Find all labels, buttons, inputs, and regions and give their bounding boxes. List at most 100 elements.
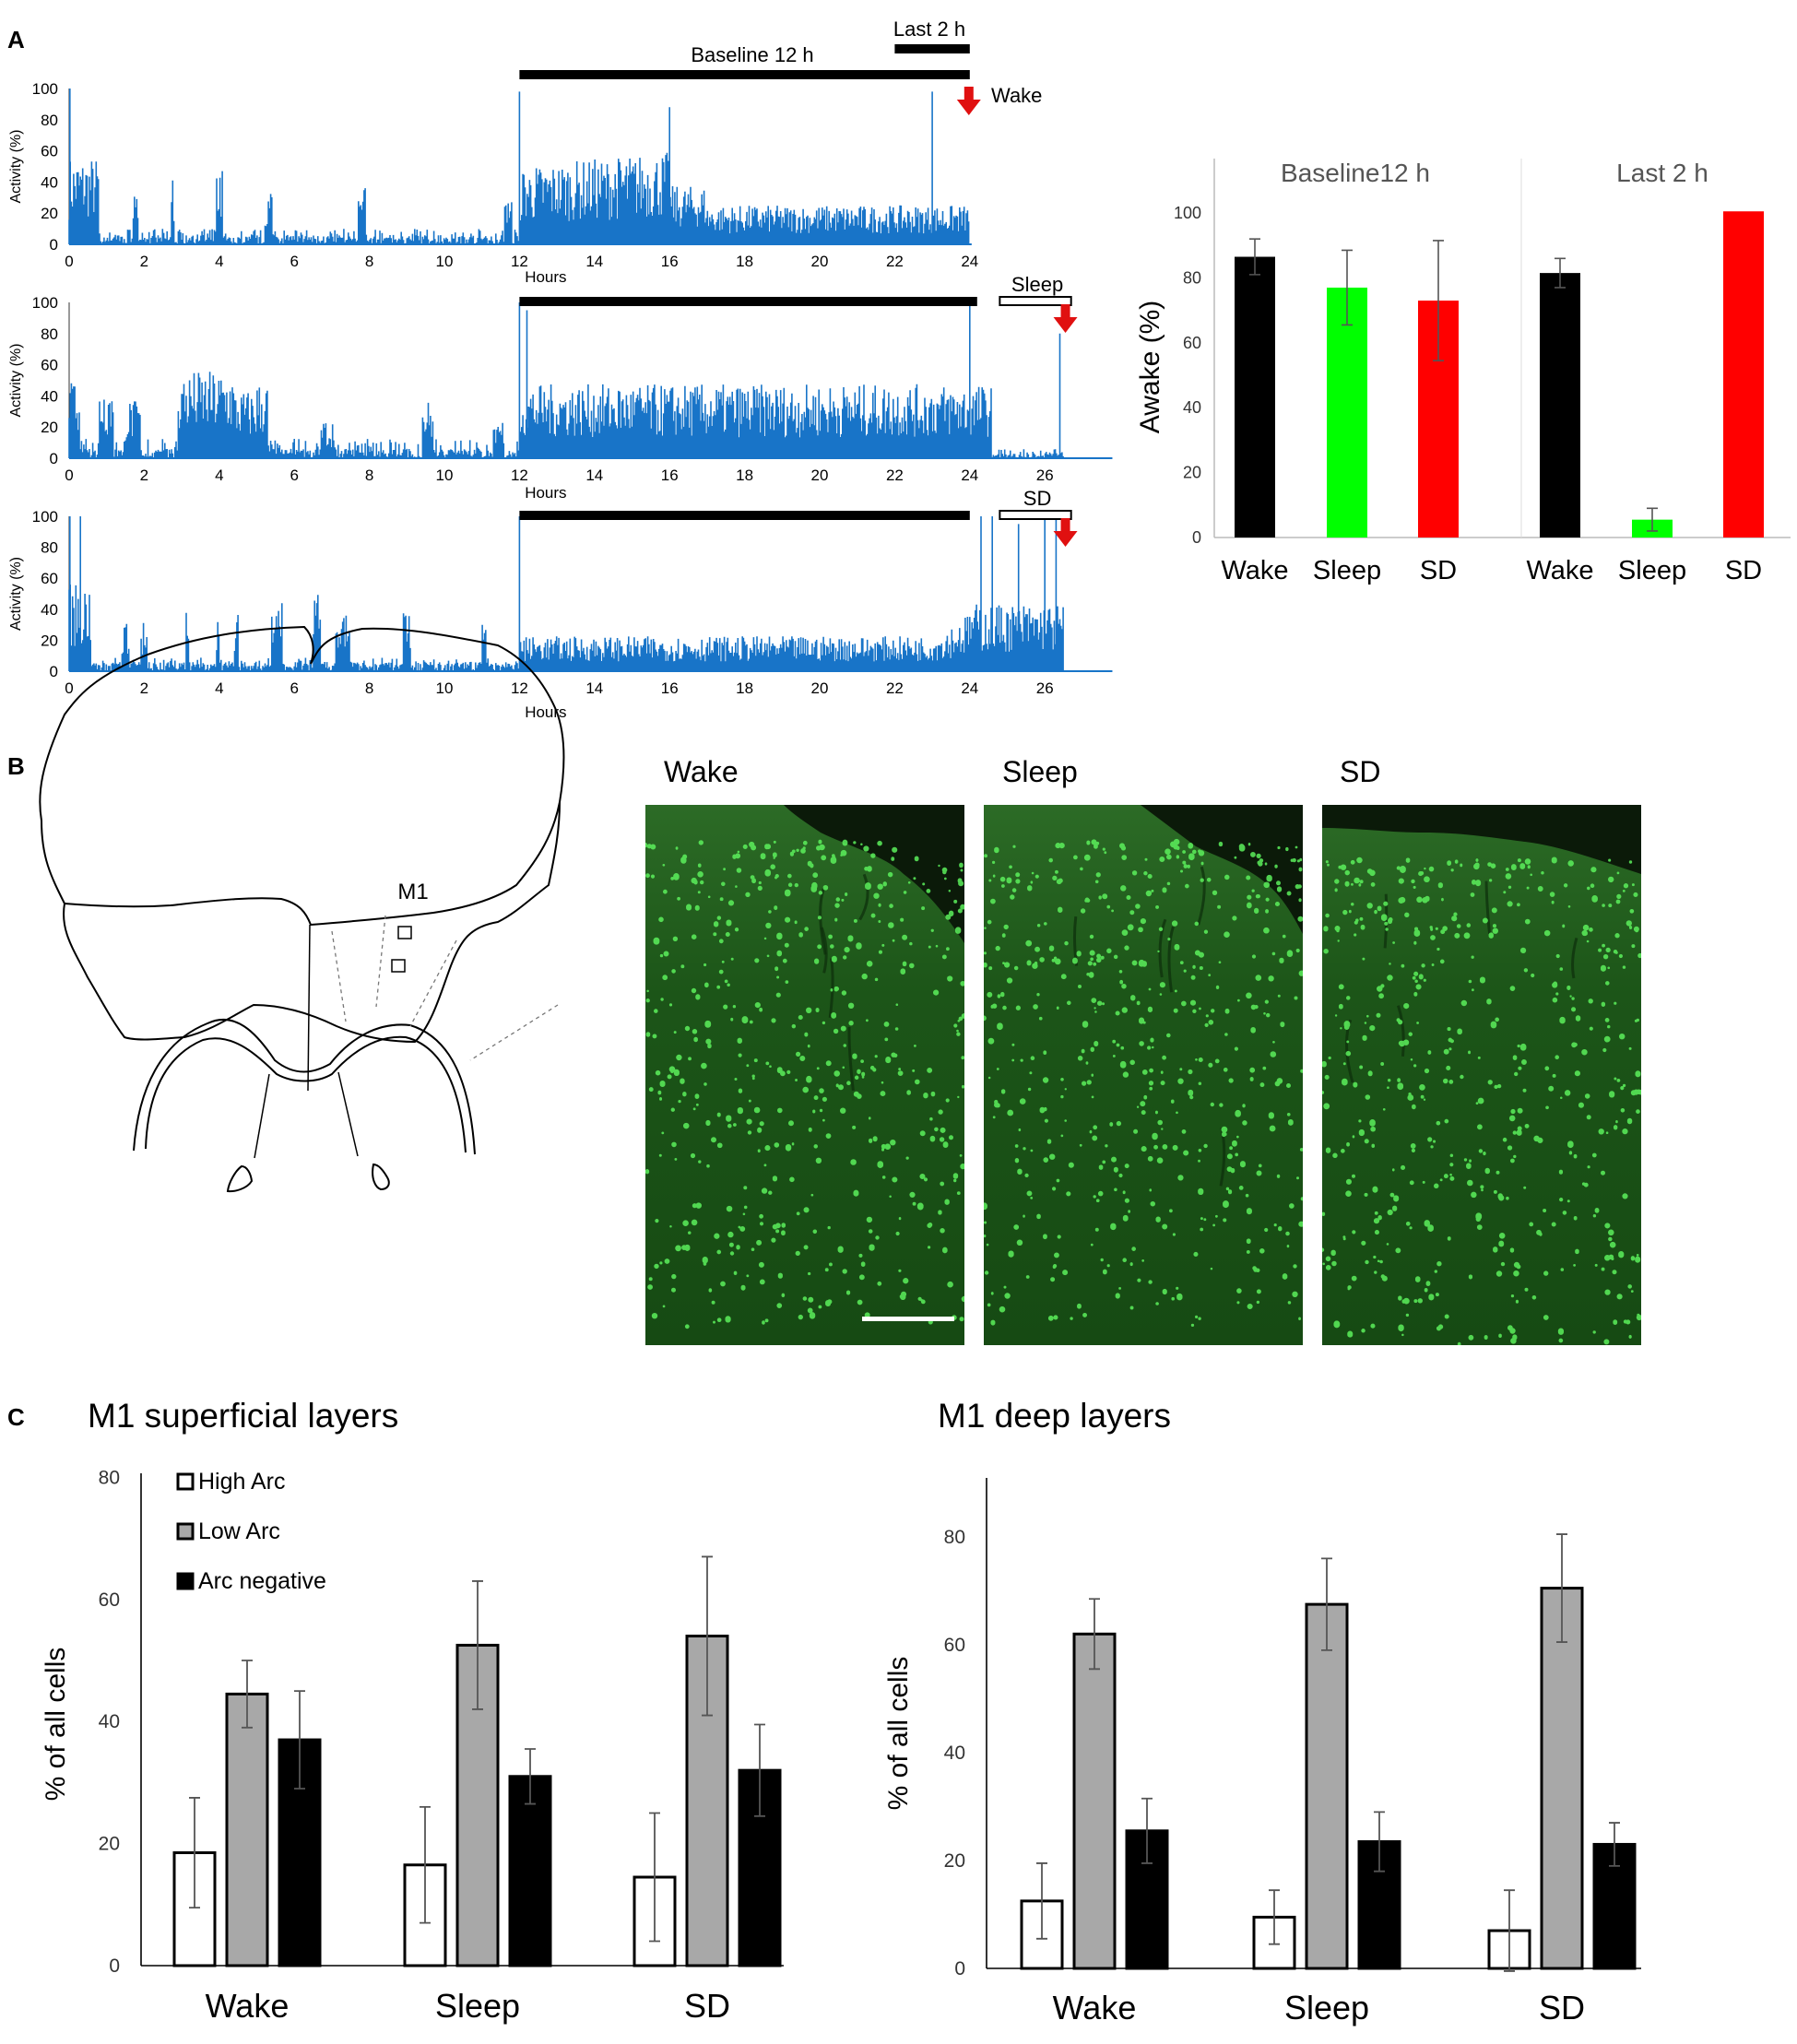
- activity-x-tick-label: 0: [65, 253, 73, 270]
- condition-tag-sleep: Sleep: [1011, 273, 1063, 296]
- fiber-right: [337, 1071, 359, 1157]
- blood-vessel: [828, 958, 834, 1018]
- superficial-title: M1 superficial layers: [88, 1397, 398, 1435]
- activity-x-tick-label: 6: [290, 467, 298, 484]
- blood-vessel: [847, 1026, 855, 1092]
- activity-y-tick-label: 80: [41, 539, 58, 557]
- c-error-bar: [1374, 1811, 1385, 1873]
- legend-swatch: [176, 1522, 195, 1541]
- blood-vessel: [820, 927, 828, 974]
- blood-vessel: [1158, 918, 1167, 978]
- activity-x-tick-label: 20: [811, 467, 829, 484]
- awake-y-tick-label: 20: [1183, 464, 1201, 482]
- awake-error-bar: [1249, 238, 1260, 276]
- activity-x-tick-label: 12: [511, 467, 528, 484]
- awake-y-tick-label: 100: [1174, 204, 1201, 222]
- c-error-bar: [1089, 1598, 1100, 1671]
- m1-boundary-3: [409, 939, 457, 1027]
- micrograph-background: [1141, 805, 1303, 934]
- scale-bar: [862, 1317, 954, 1321]
- m1-boundary-2: [375, 915, 386, 1008]
- activity-x-tick-label: 14: [585, 253, 603, 270]
- c-category-label: SD: [1539, 1989, 1585, 2026]
- c-category-label: Wake: [206, 1987, 290, 2025]
- legend-label: Arc negative: [198, 1568, 326, 1594]
- condition-tag-sd: SD: [1023, 487, 1052, 510]
- deep-y-label: % of all cells: [883, 1657, 914, 1811]
- activity-x-tick-label: 20: [811, 679, 829, 697]
- deep-title: M1 deep layers: [938, 1397, 1171, 1435]
- awake-category-label: Sleep: [1618, 556, 1686, 585]
- c-error-bar: [1556, 1533, 1567, 1643]
- activity-y-tick-label: 20: [41, 632, 58, 649]
- panel-letter-b: B: [7, 752, 25, 780]
- activity-y-label: Activity (%): [8, 557, 24, 631]
- activity-x-tick-label: 8: [365, 467, 373, 484]
- activity-trace-wake: [68, 89, 970, 244]
- activity-y-tick-label: 40: [41, 387, 58, 405]
- c-y-tick-label: 80: [944, 1527, 965, 1548]
- awake-y-tick-label: 80: [1183, 268, 1201, 287]
- red-arrow-marker: [1053, 518, 1078, 547]
- legend-label: High Arc: [198, 1469, 285, 1495]
- micrograph-background: [1322, 805, 1641, 874]
- activity-y-tick-label: 60: [41, 357, 58, 374]
- activity-x-tick-label: 22: [886, 253, 904, 270]
- micrograph-sd-cells: [1322, 805, 1641, 1345]
- activity-x-tick-label: 2: [140, 467, 148, 484]
- fiber-left: [254, 1073, 270, 1159]
- condition-tag-wake: Wake: [991, 84, 1042, 107]
- activity-x-tick-label: 14: [585, 679, 603, 697]
- c-category-label: SD: [684, 1987, 730, 2025]
- c-error-bar: [1321, 1557, 1332, 1651]
- activity-y-tick-label: 0: [50, 663, 58, 680]
- brain-outline: [39, 625, 565, 927]
- activity-y-tick-label: 0: [50, 450, 58, 467]
- activity-x-tick-label: 6: [290, 253, 298, 270]
- activity-x-tick-label: 4: [215, 253, 223, 270]
- c-error-bar: [242, 1660, 253, 1729]
- activity-x-tick-label: 22: [886, 679, 904, 697]
- superficial-y-label: % of all cells: [41, 1648, 71, 1802]
- micrograph-wake-cells: [645, 805, 964, 1345]
- activity-y-tick-label: 80: [41, 112, 58, 129]
- m1-boundary-1: [331, 930, 347, 1022]
- baseline-bar: [519, 70, 970, 79]
- awake-error-bar: [1342, 249, 1353, 326]
- activity-y-label: Activity (%): [8, 344, 24, 418]
- activity-x-tick-label: 0: [65, 679, 73, 697]
- ventricle-right: [372, 1163, 390, 1191]
- arc-positive-cells: [1322, 857, 1641, 1345]
- activity-x-tick-label: 26: [1036, 467, 1054, 484]
- legend-swatch: [176, 1472, 195, 1491]
- activity-x-tick-label: 2: [140, 679, 148, 697]
- image-title-sleep: Sleep: [1002, 755, 1078, 788]
- midline: [307, 924, 311, 1092]
- micrograph-sleep-cells: [984, 805, 1303, 1345]
- awake-category-label: SD: [1420, 556, 1457, 585]
- activity-x-tick-label: 14: [585, 467, 603, 484]
- c-bar-low-arc: [225, 1692, 269, 1967]
- activity-y-tick-label: 100: [32, 80, 58, 98]
- c-error-bar: [649, 1812, 660, 1943]
- activity-y-tick-label: 20: [41, 205, 58, 222]
- awake-y-label: Awake (%): [1135, 301, 1165, 434]
- m1-region-label: M1: [397, 880, 428, 904]
- blood-vessel: [1571, 937, 1578, 979]
- activity-x-tick-label: 10: [436, 253, 454, 270]
- c-bar-low-arc: [1072, 1632, 1117, 1970]
- activity-y-tick-label: 100: [32, 508, 58, 526]
- awake-group-title-last: Last 2 h: [1616, 159, 1708, 187]
- c-y-tick-label: 60: [944, 1635, 965, 1656]
- ventricle-left: [226, 1164, 254, 1193]
- awake-bar: [1235, 256, 1275, 538]
- legend-swatch: [176, 1572, 195, 1590]
- arc-positive-cells: [984, 838, 1303, 1327]
- c-y-tick-label: 0: [109, 1955, 120, 1977]
- blood-vessel: [858, 873, 869, 921]
- c-y-tick-label: 20: [944, 1850, 965, 1872]
- panel-letter-a: A: [7, 26, 25, 53]
- c-error-bar: [1036, 1862, 1047, 1940]
